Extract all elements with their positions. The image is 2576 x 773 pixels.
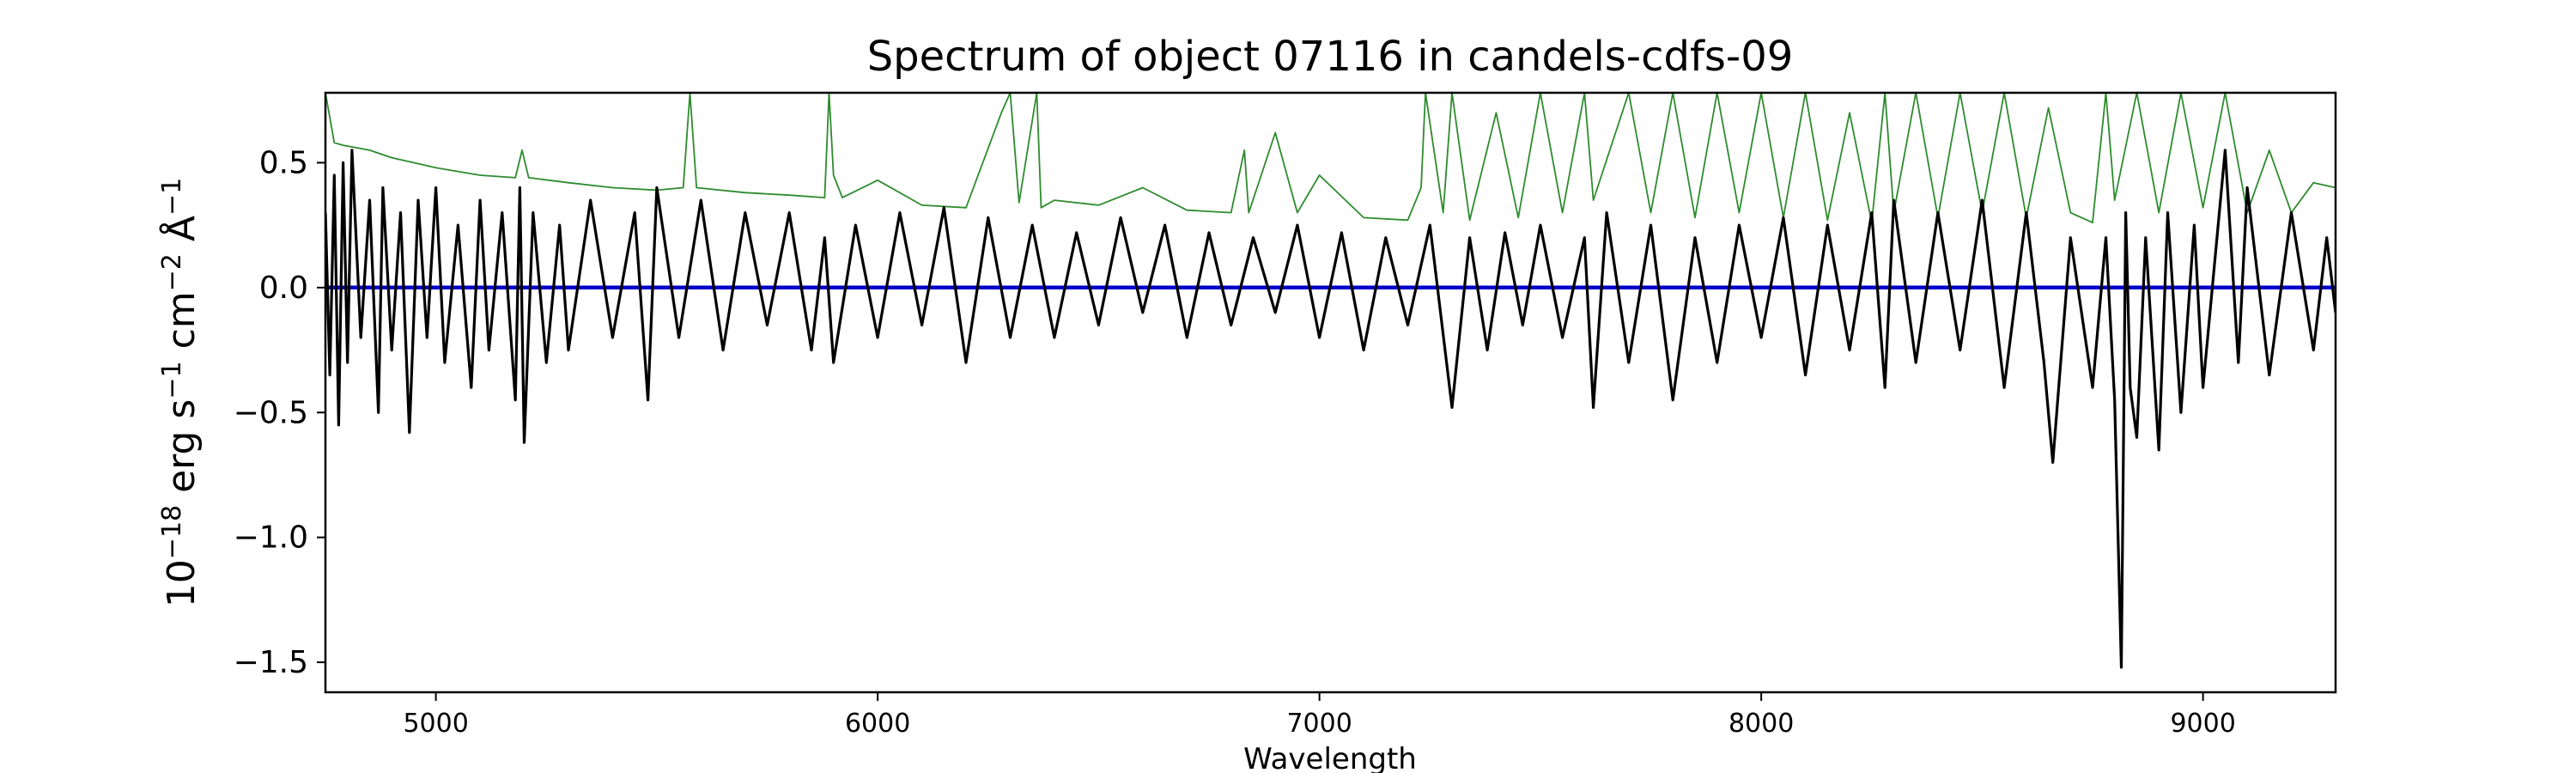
x-tick-label: 9000: [2170, 709, 2235, 739]
y-axis-label: 10−18 erg s−1 cm−2 Å−1: [157, 178, 204, 607]
y-tick-label: 0.0: [259, 271, 308, 306]
ylabel-part-2: erg s: [160, 399, 204, 505]
plot-frame: [324, 91, 2337, 694]
ylabel-part-5: −2: [157, 253, 187, 291]
ylabel-part-3: −1: [157, 361, 187, 399]
plot-series-group: [325, 93, 2336, 669]
chart-title: Spectrum of object 07116 in candels-cdfs…: [867, 33, 1794, 81]
series-flux-line: [325, 149, 2336, 669]
y-tick-label: 0.5: [259, 145, 308, 180]
ylabel-part-0: 10: [160, 559, 204, 607]
series-error-line: [325, 93, 2336, 224]
y-tick-label: −0.5: [234, 395, 308, 430]
ylabel-part-1: −18: [157, 505, 187, 559]
ylabel-part-7: −1: [157, 178, 187, 216]
x-tick-label: 6000: [845, 709, 910, 739]
x-tick-label: 5000: [403, 709, 468, 739]
x-tick-label: 7000: [1286, 709, 1352, 739]
ylabel-part-6: Å: [158, 216, 204, 253]
y-tick-label: −1.5: [234, 645, 308, 680]
x-tick-label: 8000: [1728, 709, 1794, 739]
y-axis-ticks: 0.5 0.0 −0.5 −1.0 −1.5: [234, 145, 325, 680]
y-tick-label: −1.0: [234, 520, 308, 556]
x-axis-ticks: 5000 6000 7000 8000 9000: [403, 692, 2236, 739]
ylabel-part-4: cm: [160, 291, 204, 361]
x-axis-label: Wavelength: [1243, 742, 1417, 773]
